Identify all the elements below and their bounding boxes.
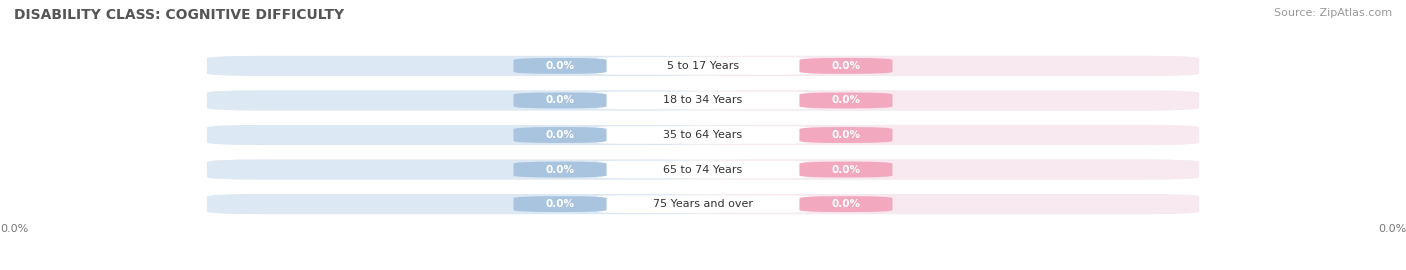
Text: 0.0%: 0.0% bbox=[831, 199, 860, 209]
Text: 0.0%: 0.0% bbox=[546, 164, 575, 175]
Text: 18 to 34 Years: 18 to 34 Years bbox=[664, 95, 742, 106]
FancyBboxPatch shape bbox=[596, 161, 810, 178]
FancyBboxPatch shape bbox=[513, 162, 606, 177]
FancyBboxPatch shape bbox=[703, 160, 1199, 180]
FancyBboxPatch shape bbox=[513, 58, 606, 74]
Text: DISABILITY CLASS: COGNITIVE DIFFICULTY: DISABILITY CLASS: COGNITIVE DIFFICULTY bbox=[14, 8, 344, 22]
FancyBboxPatch shape bbox=[800, 58, 893, 74]
FancyBboxPatch shape bbox=[207, 56, 703, 76]
Text: 0.0%: 0.0% bbox=[831, 95, 860, 106]
Text: 75 Years and over: 75 Years and over bbox=[652, 199, 754, 209]
Text: 35 to 64 Years: 35 to 64 Years bbox=[664, 130, 742, 140]
FancyBboxPatch shape bbox=[207, 90, 703, 110]
Text: 0.0%: 0.0% bbox=[831, 130, 860, 140]
FancyBboxPatch shape bbox=[596, 126, 810, 144]
Text: 0.0%: 0.0% bbox=[546, 61, 575, 71]
FancyBboxPatch shape bbox=[596, 57, 810, 75]
FancyBboxPatch shape bbox=[207, 194, 703, 214]
FancyBboxPatch shape bbox=[207, 56, 1199, 76]
FancyBboxPatch shape bbox=[207, 160, 703, 180]
FancyBboxPatch shape bbox=[207, 90, 1199, 110]
FancyBboxPatch shape bbox=[207, 125, 1199, 145]
FancyBboxPatch shape bbox=[800, 127, 893, 143]
FancyBboxPatch shape bbox=[513, 93, 606, 108]
Text: Source: ZipAtlas.com: Source: ZipAtlas.com bbox=[1274, 8, 1392, 18]
FancyBboxPatch shape bbox=[596, 195, 810, 213]
FancyBboxPatch shape bbox=[703, 125, 1199, 145]
FancyBboxPatch shape bbox=[596, 92, 810, 109]
FancyBboxPatch shape bbox=[800, 93, 893, 108]
Text: 0.0%: 0.0% bbox=[546, 199, 575, 209]
FancyBboxPatch shape bbox=[703, 56, 1199, 76]
FancyBboxPatch shape bbox=[703, 90, 1199, 110]
Text: 0.0%: 0.0% bbox=[546, 95, 575, 106]
FancyBboxPatch shape bbox=[800, 162, 893, 177]
Text: 0.0%: 0.0% bbox=[831, 61, 860, 71]
Text: 0.0%: 0.0% bbox=[831, 164, 860, 175]
Text: 0.0%: 0.0% bbox=[546, 130, 575, 140]
Text: 5 to 17 Years: 5 to 17 Years bbox=[666, 61, 740, 71]
FancyBboxPatch shape bbox=[207, 194, 1199, 214]
FancyBboxPatch shape bbox=[513, 127, 606, 143]
FancyBboxPatch shape bbox=[207, 125, 703, 145]
FancyBboxPatch shape bbox=[207, 160, 1199, 180]
FancyBboxPatch shape bbox=[800, 196, 893, 212]
FancyBboxPatch shape bbox=[703, 194, 1199, 214]
FancyBboxPatch shape bbox=[513, 196, 606, 212]
Text: 65 to 74 Years: 65 to 74 Years bbox=[664, 164, 742, 175]
